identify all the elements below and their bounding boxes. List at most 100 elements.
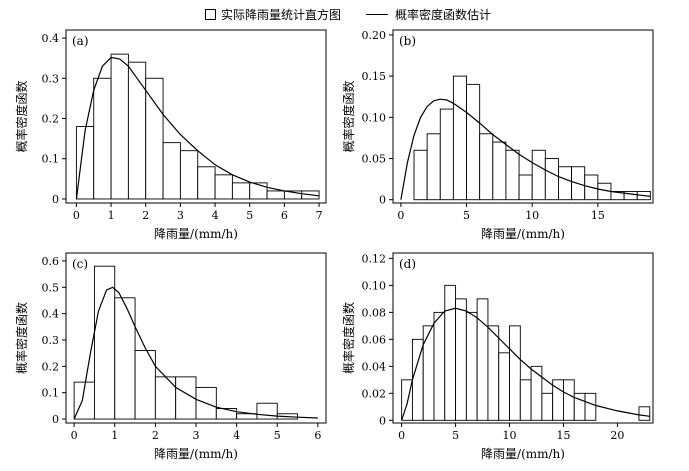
histogram-bar xyxy=(145,77,164,200)
histogram-bar xyxy=(197,166,216,200)
panel-label: (d) xyxy=(399,257,416,271)
histogram-bar xyxy=(110,53,129,200)
x-axis-title: 降雨量/(mm/h) xyxy=(481,447,565,461)
y-tick-label: 0.02 xyxy=(362,387,387,400)
x-tick-label: 5 xyxy=(452,429,459,442)
histogram-bar xyxy=(492,141,507,201)
x-tick-label: 7 xyxy=(316,209,323,222)
x-axis-title: 降雨量/(mm/h) xyxy=(154,227,238,241)
histogram-bar xyxy=(544,158,559,201)
y-tick-label: 0.04 xyxy=(362,360,387,373)
panel-label: (a) xyxy=(72,34,89,48)
chart-panel-4: 0 5 10 15 20 0 0.02 0.04 0.06 0.08 0.10 0.12 (d) 降雨量/… xyxy=(341,252,654,461)
chart-panel-2: 0 5 10 15 0 0.05 0.10 0.15 0.20 (b) 降雨量/(mm/h) 概率密度… xyxy=(341,29,654,241)
histogram-bar xyxy=(505,149,520,201)
y-tick-label: 0.10 xyxy=(362,111,387,124)
plot-frame xyxy=(392,252,654,424)
y-tick-label: 0 xyxy=(379,194,386,207)
y-tick-label: 0.12 xyxy=(362,252,387,265)
panel-label: (c) xyxy=(72,257,88,271)
histogram-bar xyxy=(93,77,112,200)
histogram-bar xyxy=(518,174,533,201)
x-tick-label: 3 xyxy=(193,429,200,442)
x-tick-label: 0 xyxy=(397,209,404,222)
x-tick-label: 10 xyxy=(525,209,539,222)
histogram-bar xyxy=(266,190,285,200)
x-tick-label: 4 xyxy=(233,429,240,442)
histogram-bar xyxy=(413,149,428,201)
y-axis-title: 概率密度函数 xyxy=(341,80,356,152)
histogram-bar xyxy=(558,166,573,201)
y-tick-label: 0.08 xyxy=(362,306,387,319)
histogram-bar xyxy=(498,352,510,421)
y-tick-label: 0.4 xyxy=(42,32,60,45)
histogram-bar xyxy=(452,75,467,201)
histogram-bar xyxy=(487,325,500,421)
x-tick-label: 2 xyxy=(142,209,149,222)
x-tick-label: 4 xyxy=(212,209,219,222)
histogram-bar xyxy=(509,325,521,421)
histogram-bar xyxy=(154,376,177,420)
histogram-bar xyxy=(422,325,435,421)
y-tick-label: 0.4 xyxy=(42,308,60,321)
plot-frame xyxy=(392,29,654,204)
chart-panel-3: 0 1 2 3 4 5 6 0 0.1 0.2 0.3 0.4 0.5 0.6 (c) 降雨量/(mm/h) 概… xyxy=(14,252,327,461)
y-tick-label: 0 xyxy=(379,414,386,427)
y-tick-label: 0.15 xyxy=(362,70,387,83)
histogram-bar xyxy=(638,406,651,421)
y-tick-label: 0.1 xyxy=(42,387,60,400)
y-tick-label: 0.2 xyxy=(42,360,60,373)
histogram-bar xyxy=(563,379,575,421)
histogram-bar xyxy=(215,408,238,420)
x-axis-title: 降雨量/(mm/h) xyxy=(154,447,238,461)
x-tick-label: 5 xyxy=(274,429,281,442)
x-tick-label: 1 xyxy=(111,429,118,442)
histogram-bar xyxy=(179,150,199,200)
y-tick-label: 0.06 xyxy=(362,333,387,346)
chart-legend: 实际降雨量统计直方图 概率密度函数估计 xyxy=(0,6,689,26)
y-tick-label: 0.05 xyxy=(362,153,387,166)
histogram-bar xyxy=(444,284,457,421)
histogram-bar xyxy=(162,142,181,200)
legend-curve-label: 概率密度函数估计 xyxy=(395,8,492,22)
x-tick-label: 10 xyxy=(503,429,517,442)
x-tick-label: 15 xyxy=(556,429,570,442)
x-tick-label: 0 xyxy=(71,429,78,442)
y-tick-label: 0.1 xyxy=(42,153,60,166)
chart-panel-1: 0 1 2 3 4 5 6 7 0 0.1 0.2 0.3 0.4 (a) 降雨量/(mm/h) 概率密度函数 xyxy=(14,29,327,241)
legend-histogram-label: 实际降雨量统计直方图 xyxy=(221,8,342,22)
x-tick-label: 6 xyxy=(314,429,321,442)
histogram-bar xyxy=(541,392,554,421)
x-tick-label: 6 xyxy=(281,209,288,222)
y-tick-label: 0 xyxy=(52,413,59,426)
histogram-bar xyxy=(531,149,546,201)
histogram-bar xyxy=(455,298,467,421)
x-tick-label: 20 xyxy=(610,429,624,442)
x-tick-label: 0 xyxy=(73,209,80,222)
histogram-bar xyxy=(623,191,638,201)
histogram-bar xyxy=(127,61,147,200)
histogram-bar xyxy=(479,133,494,201)
x-tick-label: 3 xyxy=(177,209,184,222)
histogram-swatch-icon xyxy=(205,9,216,20)
y-tick-label: 0.3 xyxy=(42,72,60,85)
histogram-bar xyxy=(465,311,478,421)
histogram-bar xyxy=(231,182,251,200)
histogram-bar xyxy=(573,392,586,421)
density-curve xyxy=(401,307,650,421)
x-tick-label: 1 xyxy=(108,209,115,222)
x-tick-label: 15 xyxy=(591,209,605,222)
legend-item-histogram: 实际降雨量统计直方图 xyxy=(205,6,341,23)
x-tick-label: 0 xyxy=(398,429,405,442)
y-tick-label: 0.6 xyxy=(42,255,60,268)
histogram-bar xyxy=(75,126,95,200)
y-axis-title: 概率密度函数 xyxy=(14,80,29,152)
histogram-bar xyxy=(439,108,454,201)
curve-swatch-icon xyxy=(366,14,388,15)
y-axis-title: 概率密度函数 xyxy=(14,302,29,374)
density-curve xyxy=(400,98,651,200)
panel-label: (b) xyxy=(399,34,416,48)
density-curve xyxy=(75,56,320,200)
histogram-bar xyxy=(236,413,258,420)
